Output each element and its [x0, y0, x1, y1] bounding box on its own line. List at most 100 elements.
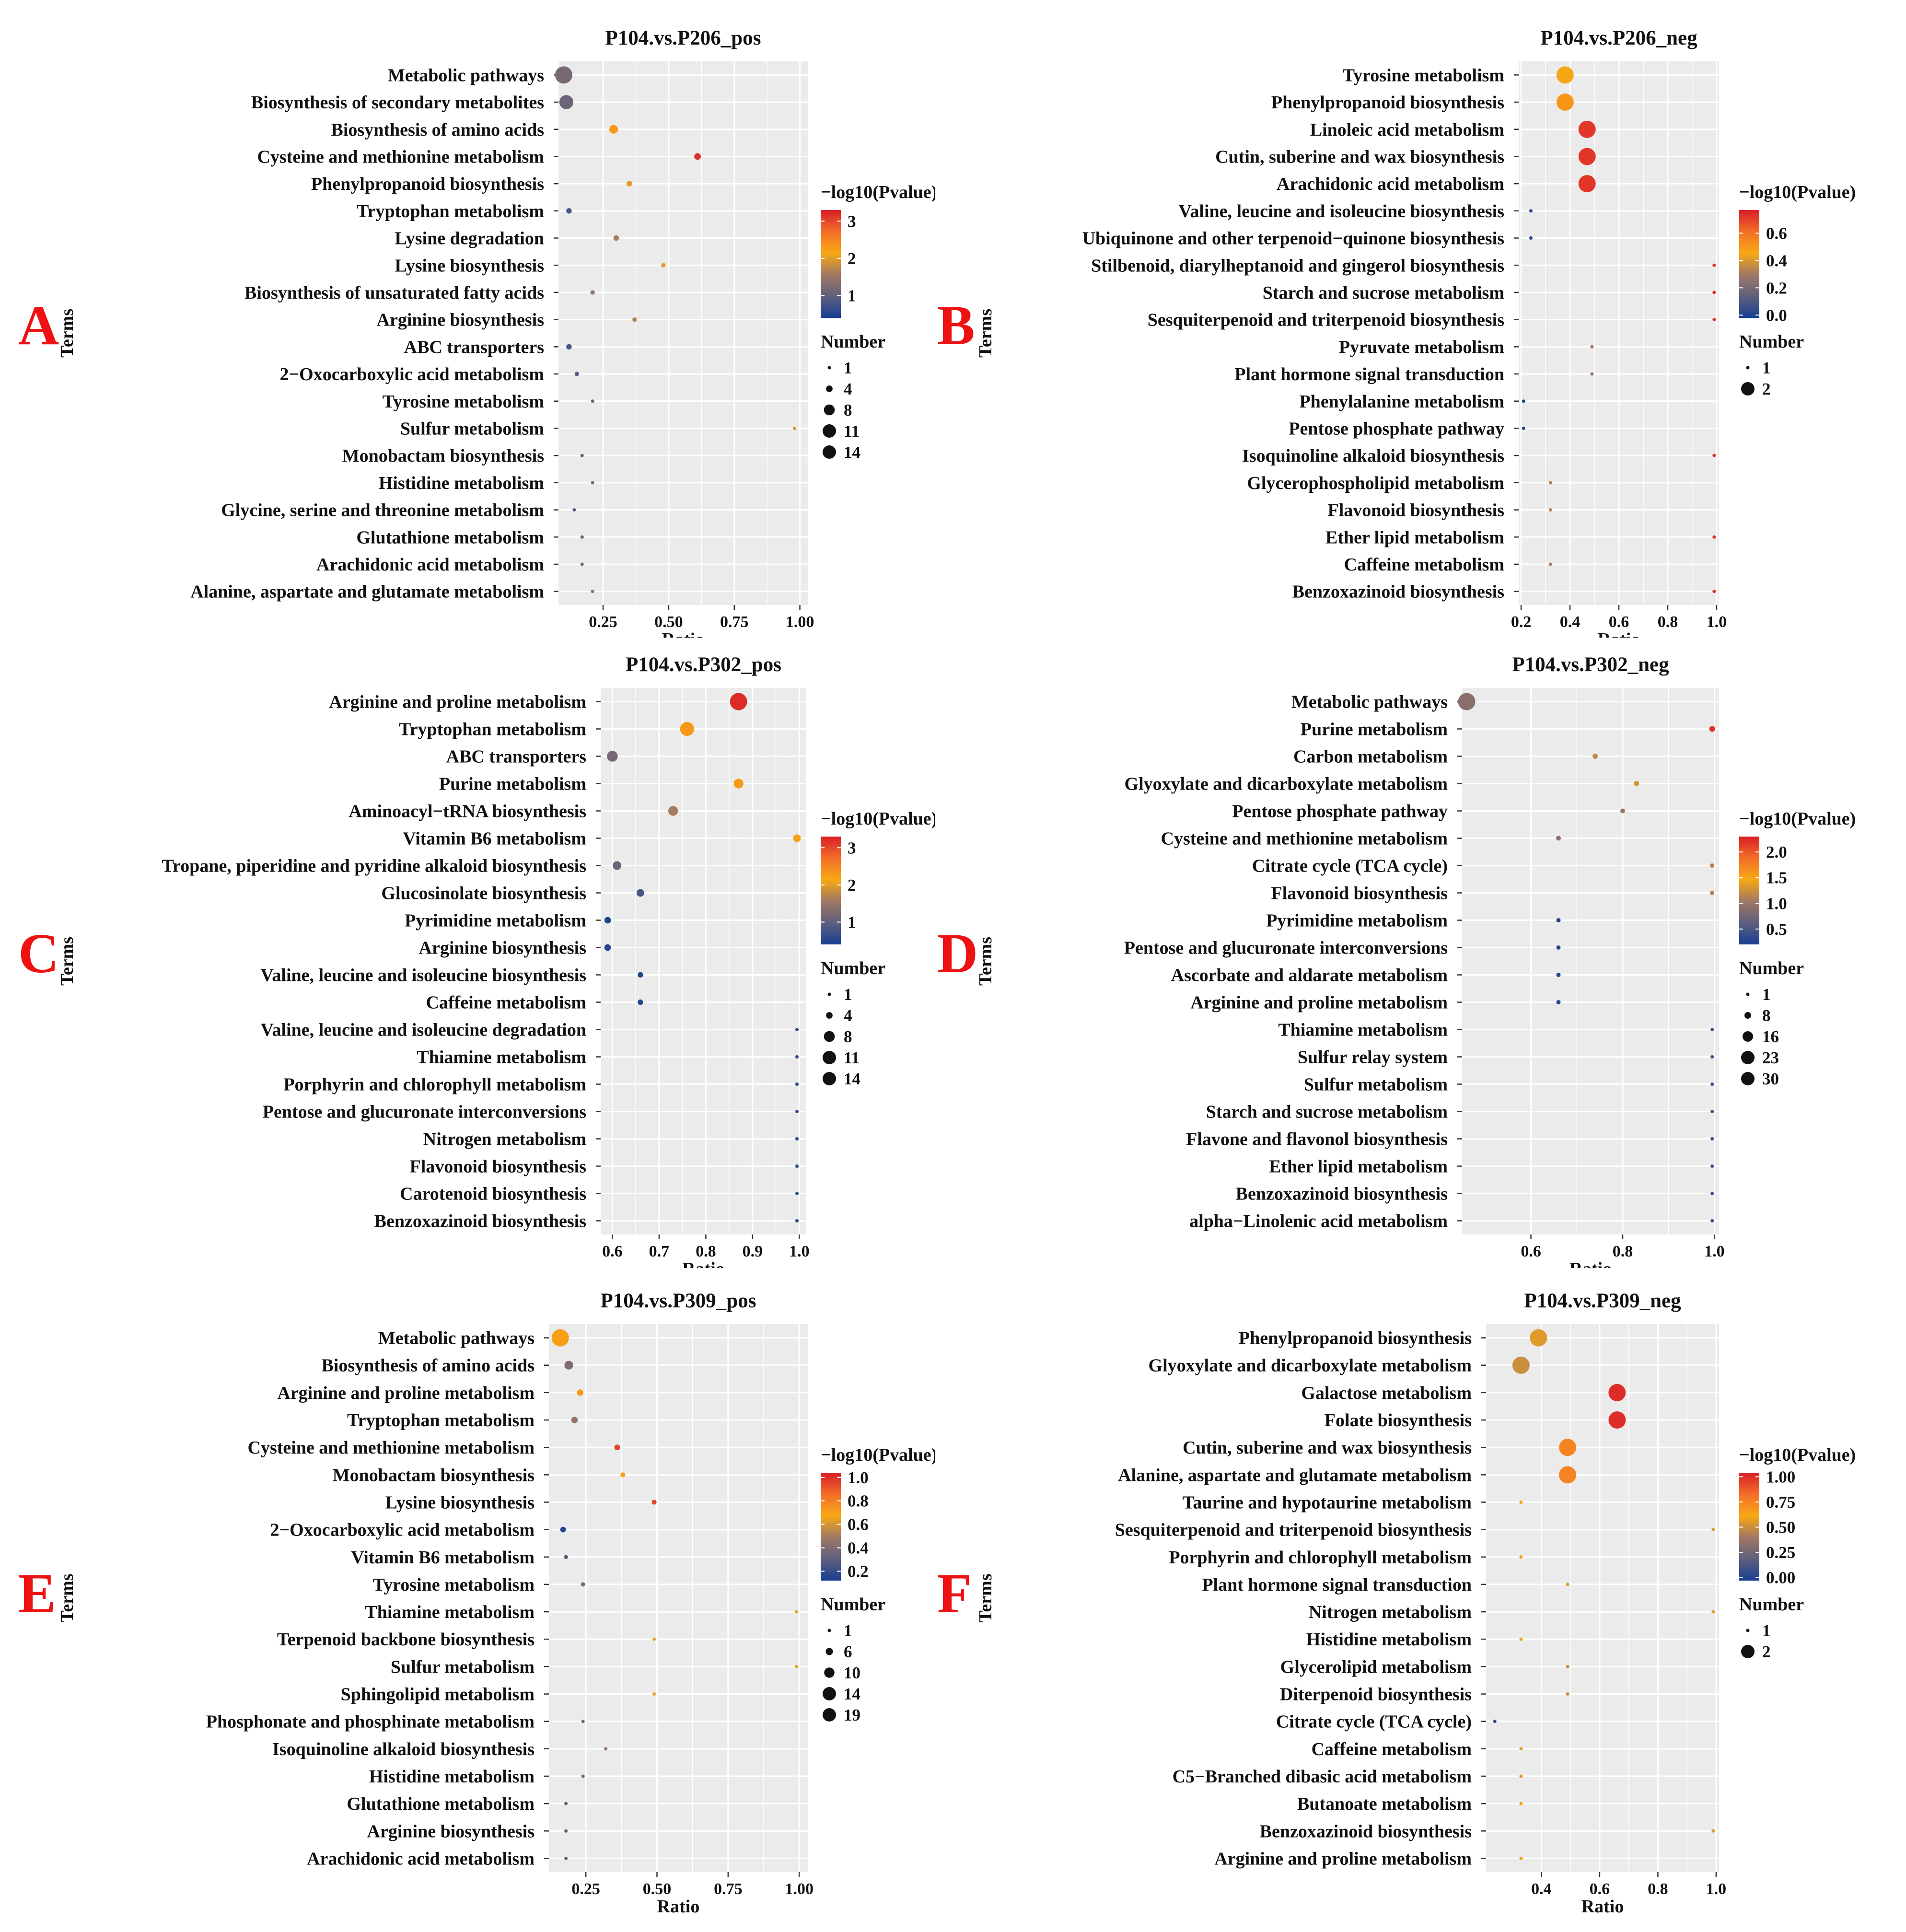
- term-label: Phenylpropanoid biosynthesis: [1271, 93, 1504, 113]
- x-tick-label: 0.6: [602, 1243, 623, 1260]
- term-label: Caffeine metabolism: [1311, 1739, 1472, 1759]
- data-point: [1712, 535, 1716, 539]
- data-point: [1519, 1637, 1523, 1641]
- data-point: [604, 917, 611, 924]
- size-legend-key: [827, 366, 831, 370]
- data-point: [559, 95, 574, 109]
- data-point: [638, 999, 643, 1005]
- data-point: [1556, 93, 1574, 111]
- x-axis-label: Ratio: [1581, 1897, 1624, 1917]
- term-label: Tropane, piperidine and pyridine alkaloi…: [162, 856, 586, 876]
- x-tick-label: 1.0: [1704, 1243, 1725, 1260]
- size-legend-label: 1: [1762, 359, 1771, 377]
- data-point: [1710, 1219, 1714, 1222]
- x-tick-label: 0.75: [714, 1880, 743, 1898]
- data-point: [581, 1774, 585, 1778]
- term-label: Tryptophan metabolism: [357, 201, 544, 221]
- size-legend-title: Number: [1739, 958, 1804, 978]
- data-point: [1559, 1439, 1577, 1456]
- x-tick-label: 0.2: [1511, 613, 1532, 631]
- data-point: [694, 153, 701, 160]
- data-point: [793, 834, 801, 842]
- data-point: [1712, 454, 1716, 457]
- term-label: Flavone and flavonol biosynthesis: [1186, 1129, 1448, 1150]
- term-label: Arginine biosynthesis: [367, 1821, 535, 1841]
- size-legend-label: 10: [844, 1664, 860, 1682]
- x-tick-label: 0.50: [654, 613, 683, 631]
- x-axis-label: Ratio: [662, 629, 705, 638]
- color-legend-label: 2: [848, 249, 856, 268]
- data-point: [636, 889, 644, 897]
- size-legend-label: 8: [1762, 1006, 1771, 1025]
- color-legend-title: −log10(Pvalue): [1739, 809, 1856, 829]
- size-legend-label: 1: [1762, 985, 1771, 1004]
- data-point: [571, 1417, 578, 1423]
- x-tick-label: 1.0: [1706, 1880, 1727, 1898]
- term-label: ABC transporters: [404, 337, 544, 357]
- data-point: [795, 1219, 799, 1222]
- data-point: [1634, 781, 1639, 786]
- term-label: Cysteine and methionine metabolism: [248, 1438, 535, 1458]
- term-label: Benzoxazinoid biosynthesis: [1260, 1821, 1472, 1841]
- x-axis-label: Ratio: [682, 1259, 725, 1268]
- panel-letter-e: E: [18, 1562, 56, 1625]
- term-label: Valine, leucine and isoleucine degradati…: [261, 1020, 587, 1040]
- color-legend-label: 0.00: [1766, 1569, 1795, 1587]
- x-tick-label: 1.00: [785, 1880, 814, 1898]
- plot-background: [601, 688, 806, 1234]
- size-legend-key: [1744, 1012, 1751, 1019]
- x-tick-label: 0.4: [1560, 613, 1581, 631]
- term-label: Tryptophan metabolism: [399, 720, 586, 740]
- term-label: Glycerophospholipid metabolism: [1247, 473, 1504, 493]
- term-label: Starch and sucrose metabolism: [1263, 283, 1504, 303]
- data-point: [566, 208, 572, 214]
- x-tick-label: 0.8: [1648, 1880, 1668, 1898]
- data-point: [1458, 693, 1476, 710]
- term-label: Phenylalanine metabolism: [1299, 392, 1504, 412]
- color-legend-label: 1: [848, 913, 856, 931]
- size-legend-key: [825, 1648, 833, 1655]
- size-legend-key: [827, 1629, 831, 1632]
- data-point: [1522, 426, 1525, 430]
- term-label: Thiamine metabolism: [417, 1047, 586, 1068]
- color-legend-label: 0.0: [1766, 306, 1787, 325]
- data-point: [551, 1329, 569, 1347]
- color-legend-label: 1.0: [848, 1468, 869, 1487]
- term-label: Sulfur metabolism: [1304, 1075, 1448, 1095]
- color-legend-label: 0.6: [1766, 224, 1787, 243]
- chart-title: P104.vs.P309_pos: [601, 1290, 756, 1312]
- color-legend-label: 1.0: [1766, 894, 1787, 913]
- term-label: Tyrosine metabolism: [1343, 65, 1504, 85]
- data-point: [795, 1028, 799, 1031]
- x-tick-label: 1.0: [789, 1243, 810, 1260]
- data-point: [581, 1720, 585, 1723]
- data-point: [574, 372, 579, 376]
- data-point: [1710, 1110, 1714, 1113]
- x-tick-label: 1.00: [786, 613, 814, 631]
- data-point: [1519, 1500, 1523, 1504]
- term-label: Folate biosynthesis: [1325, 1410, 1472, 1431]
- data-point: [1710, 863, 1715, 868]
- x-tick-label: 0.50: [643, 1880, 672, 1898]
- term-label: Benzoxazinoid biosynthesis: [374, 1211, 586, 1232]
- data-point: [1712, 263, 1716, 267]
- term-label: 2−Oxocarboxylic acid metabolism: [270, 1520, 535, 1540]
- term-label: Flavonoid biosynthesis: [410, 1157, 587, 1177]
- size-legend-label: 11: [844, 1048, 860, 1067]
- term-label: Diterpenoid biosynthesis: [1280, 1685, 1472, 1705]
- term-label: Pentose and glucuronate interconversions: [263, 1102, 586, 1122]
- data-point: [793, 426, 797, 430]
- term-label: Metabolic pathways: [378, 1328, 535, 1349]
- color-legend-label: 0.5: [1766, 920, 1787, 939]
- term-label: Arginine biosynthesis: [419, 938, 586, 958]
- size-legend-key: [1741, 1072, 1755, 1085]
- data-point: [668, 806, 678, 816]
- term-label: Stilbenoid, diarylheptanoid and gingerol…: [1091, 256, 1504, 276]
- chart-title: P104.vs.P206_neg: [1540, 27, 1697, 49]
- x-tick-label: 0.25: [571, 1880, 600, 1898]
- size-legend-label: 8: [844, 401, 852, 419]
- term-label: Arachidonic acid metabolism: [307, 1849, 535, 1869]
- color-legend-bar: [821, 837, 841, 944]
- size-legend-key: [823, 1687, 836, 1700]
- term-label: Glycerolipid metabolism: [1280, 1657, 1472, 1677]
